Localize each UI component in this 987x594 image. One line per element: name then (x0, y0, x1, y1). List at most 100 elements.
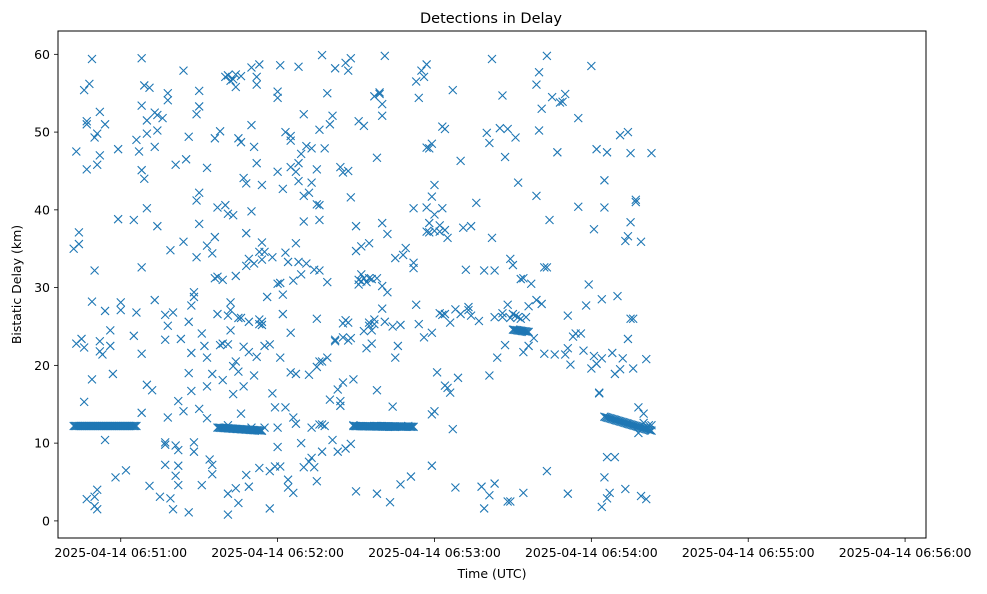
data-point (267, 252, 277, 262)
data-point (87, 54, 97, 64)
data-point (490, 479, 500, 488)
data-point (200, 341, 209, 351)
data-point (613, 291, 622, 301)
data-point (522, 327, 532, 337)
data-point (228, 389, 238, 399)
data-point (605, 488, 615, 498)
data-point (377, 99, 387, 109)
x-tick-label: 2025-04-14 06:53:00 (368, 545, 501, 560)
data-point (555, 98, 565, 107)
y-tick-label: 40 (34, 202, 50, 217)
data-point (121, 465, 131, 475)
data-point (257, 317, 267, 327)
data-point (440, 225, 450, 235)
data-point (367, 325, 377, 335)
data-point (152, 110, 162, 120)
data-point (176, 334, 186, 344)
data-point (168, 504, 178, 514)
data-point (260, 247, 269, 257)
data-point (508, 309, 518, 319)
data-point (623, 231, 633, 241)
data-point (160, 335, 170, 345)
data-point (498, 91, 507, 100)
y-axis: 0 10 20 30 40 50 60 (34, 47, 58, 528)
data-point (545, 215, 554, 225)
data-point (375, 88, 384, 97)
data-point (275, 278, 285, 288)
x-tick-label: 2025-04-14 06:54:00 (525, 545, 658, 560)
data-point (377, 281, 387, 291)
data-point (372, 385, 382, 395)
data-point (492, 353, 502, 362)
data-point (375, 89, 384, 99)
data-point (299, 109, 309, 119)
data-point (213, 203, 222, 212)
data-point (160, 460, 170, 470)
data-point (586, 61, 596, 71)
data-point (547, 92, 557, 102)
data-point (618, 353, 628, 363)
data-point (427, 139, 437, 149)
data-point (273, 93, 283, 103)
data-point (427, 192, 437, 202)
data-point (406, 472, 416, 481)
data-point (192, 109, 201, 119)
data-point (304, 370, 314, 380)
data-point (600, 472, 609, 482)
data-point (236, 313, 246, 323)
data-point (440, 309, 450, 319)
data-point (257, 320, 267, 330)
y-tick-label: 50 (34, 125, 50, 140)
data-point (600, 175, 609, 185)
data-point (108, 369, 118, 379)
data-point (160, 440, 170, 450)
data-point (184, 507, 194, 517)
y-axis-label: Bistatic Delay (km) (9, 225, 24, 344)
data-point (495, 123, 505, 133)
data-point (328, 435, 337, 445)
data-point (477, 482, 486, 492)
data-point (142, 203, 152, 213)
data-point (205, 455, 215, 464)
data-point (142, 129, 152, 139)
data-point (166, 493, 175, 503)
data-point (566, 360, 575, 369)
data-point (249, 371, 259, 380)
data-point (283, 257, 293, 267)
data-point (278, 309, 288, 319)
data-point (210, 273, 220, 283)
data-point (479, 266, 489, 275)
y-tick-label: 0 (42, 513, 50, 528)
data-point (74, 228, 84, 237)
data-point (631, 195, 641, 205)
data-point (288, 413, 298, 422)
data-point (226, 297, 235, 307)
data-point (286, 367, 296, 377)
data-point (330, 336, 340, 346)
data-point (244, 482, 254, 492)
data-point (223, 510, 233, 520)
data-point (338, 168, 348, 177)
data-point (283, 475, 293, 485)
data-point (320, 144, 330, 153)
data-point (490, 266, 500, 275)
data-point (424, 144, 434, 153)
data-point (236, 409, 246, 418)
data-point (317, 447, 327, 457)
data-point (521, 312, 531, 322)
data-point (95, 107, 105, 117)
data-point (241, 179, 251, 188)
data-point (244, 317, 254, 327)
data-point (537, 299, 547, 309)
data-point (636, 237, 646, 247)
data-point (163, 413, 173, 422)
data-point (364, 321, 374, 331)
data-point (252, 352, 262, 362)
data-point (192, 252, 201, 262)
data-point (437, 310, 447, 320)
data-point (291, 238, 301, 248)
data-point (503, 497, 513, 506)
data-point (317, 420, 327, 429)
data-point (105, 341, 115, 351)
data-point (647, 148, 656, 158)
